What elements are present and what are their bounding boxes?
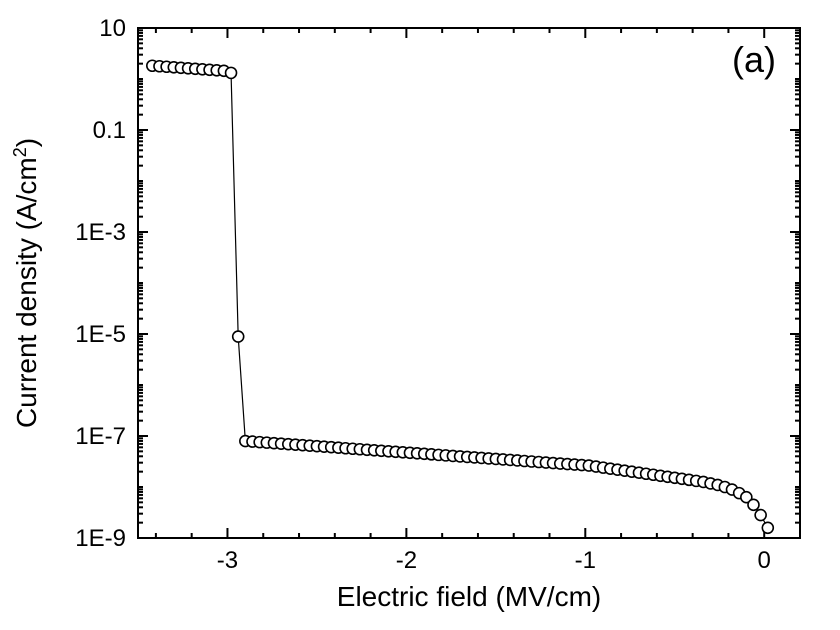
x-tick-label: 0 (758, 547, 771, 574)
data-marker (748, 499, 759, 510)
chart-svg: -3 -2 -1 0 1E-9 1E-7 1E-5 1E-3 0.1 10 Electric fie… (0, 0, 840, 630)
x-axis-label: Electric field (MV/cm) (337, 581, 601, 612)
y-tick-label: 1E-5 (75, 321, 126, 348)
chart-container: -3 -2 -1 0 1E-9 1E-7 1E-5 1E-3 0.1 10 Electric fie… (0, 0, 840, 630)
data-marker (755, 510, 766, 521)
y-tick-label: 10 (99, 15, 126, 42)
y-tick-label: 1E-7 (75, 423, 126, 450)
data-marker (762, 522, 773, 533)
x-tick-label: -3 (217, 547, 238, 574)
y-tick-label: 0.1 (93, 117, 126, 144)
panel-label: (a) (732, 39, 776, 80)
data-marker (233, 331, 244, 342)
data-marker (226, 67, 237, 78)
y-axis-label: Current density (A/cm2) (10, 138, 42, 428)
x-tick-label: -1 (575, 547, 596, 574)
y-tick-label: 1E-9 (75, 525, 126, 552)
x-tick-label: -2 (396, 547, 417, 574)
y-tick-label: 1E-3 (75, 219, 126, 246)
